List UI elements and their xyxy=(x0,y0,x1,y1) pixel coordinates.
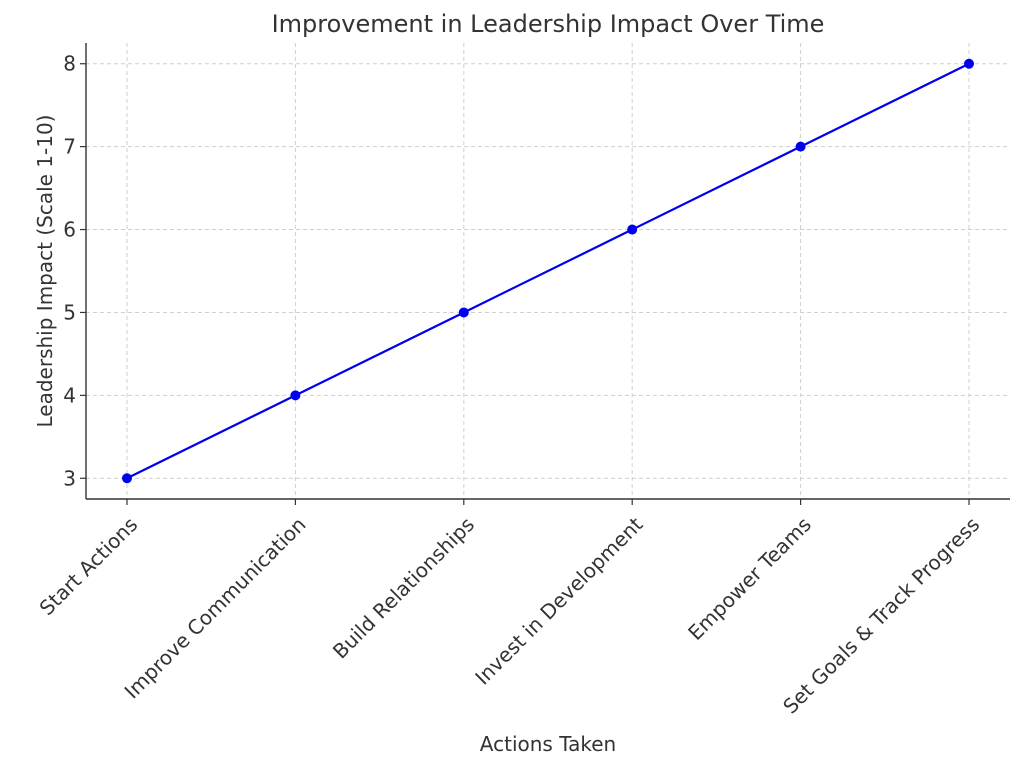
data-point xyxy=(964,58,974,69)
x-tick-label: Invest in Development xyxy=(470,512,647,689)
y-axis-title: Leadership Impact (Scale 1-10) xyxy=(33,115,57,428)
data-point xyxy=(458,307,469,318)
y-tick-label: 7 xyxy=(63,135,76,159)
x-tick-label: Improve Communication xyxy=(120,512,311,703)
tick-marks xyxy=(80,63,970,505)
chart-title: Improvement in Leadership Impact Over Ti… xyxy=(272,10,825,38)
data-point xyxy=(795,141,806,152)
x-tick-label: Start Actions xyxy=(35,512,143,620)
data-point xyxy=(290,390,301,401)
x-axis-title: Actions Taken xyxy=(480,732,616,756)
data-point xyxy=(122,473,132,484)
y-tick-label: 8 xyxy=(63,52,76,76)
series-line xyxy=(126,62,970,480)
y-tick-label: 6 xyxy=(63,218,76,242)
y-tick-label: 3 xyxy=(63,466,76,490)
y-tick-label: 5 xyxy=(63,300,76,324)
data-series xyxy=(122,58,974,484)
x-tick-label: Set Goals & Track Progress xyxy=(778,512,984,718)
data-point xyxy=(627,224,638,235)
y-tick-label: 4 xyxy=(63,383,76,407)
grid xyxy=(86,43,1010,499)
axes xyxy=(85,43,1010,500)
x-tick-label: Build Relationships xyxy=(328,512,479,663)
x-tick-label: Empower Teams xyxy=(683,512,816,645)
